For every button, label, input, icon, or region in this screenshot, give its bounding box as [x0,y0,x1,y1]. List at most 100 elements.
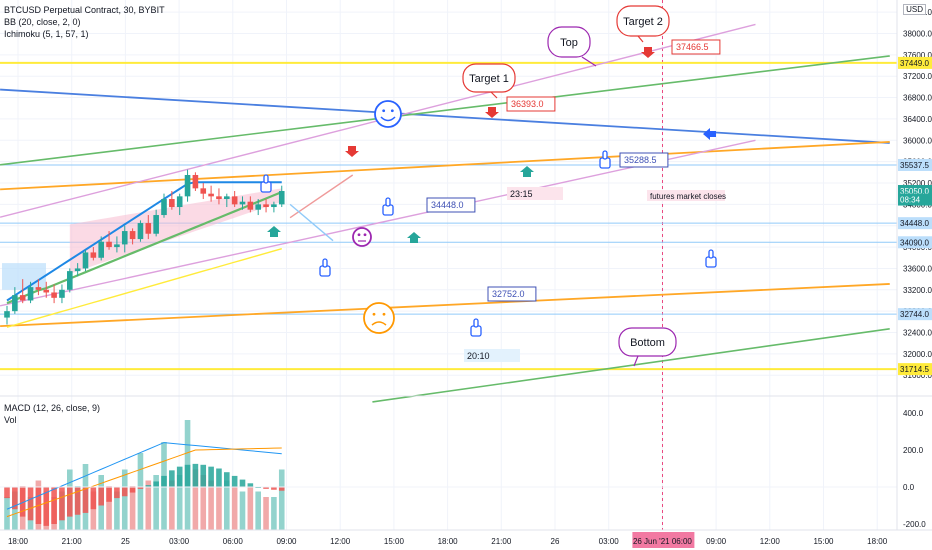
violet-lower-channel [0,139,756,307]
callout-top: Top [547,26,597,67]
hand-finger [473,318,479,328]
callout-tip [581,56,597,67]
note-32752: 32752.0 [487,286,537,302]
volume-bar [137,453,144,530]
time-tick: 15:00 [813,537,834,546]
volume-bar [106,486,112,530]
bb-legend[interactable]: BB (20, close, 2, 0) [4,17,81,27]
macd-hist-bar [271,487,277,490]
candle-body [247,201,254,210]
volume-bar [192,469,199,530]
macd-hist-bar [137,487,144,489]
volume-bar [129,486,136,530]
note-box [506,96,556,112]
green-lower-trendline [372,327,890,403]
down-arrow-icon [485,107,499,118]
candle-body [98,241,104,258]
macd-legend[interactable]: MACD (12, 26, close, 9) [4,403,101,413]
down-arrow-icon [345,146,359,157]
orange-lower-trendline [0,283,890,328]
time-tick: 25 [121,537,130,546]
up-arrow-icon [267,226,281,237]
time-tick: 03:00 [599,537,620,546]
note-box [619,152,669,168]
macd-hist-bar [12,487,18,510]
callout-target-1: Target 1 [462,63,516,99]
orange-upper-trendline [0,140,890,191]
symbol-title[interactable]: BTCUSD Perpetual Contract, 30, BYBIT [4,5,165,15]
annotations-layer[interactable]: Top Target 2 Target 1 Bottom 37466.5 36393.0 3… [260,5,726,367]
candle-body [59,289,65,298]
callout-label: Bottom [630,337,665,349]
macd-hist-bar [153,481,159,487]
hand-icon [260,174,272,193]
note-35288: 35288.5 [619,152,669,168]
candle-body [271,204,277,208]
note-36393: 36393.0 [506,96,556,112]
candle-body [184,174,191,197]
note-box [487,286,537,302]
crosshair-date-label: 26 Jun '21 06:00 [633,537,692,546]
callout-tip [490,91,498,99]
axes-layer: 38400.038000.037600.037200.036800.036400… [8,8,932,548]
macd-tick: 400.0 [903,409,924,418]
volume-bar [114,491,120,530]
macd-hist-bar [82,487,89,513]
price-tick: 33600.0 [903,264,932,273]
time-tick: 26 [551,537,560,546]
macd-hist-bar [27,487,34,521]
time-tick: 12:00 [330,537,351,546]
vol-legend[interactable]: Vol [4,415,17,425]
time-note-2315-bg [507,187,563,200]
note-label: 32752.0 [492,289,525,299]
macd-hist-bar [59,487,65,521]
candle-body [43,289,50,293]
up-arrow-icon [520,166,534,177]
drawing-layer[interactable] [0,0,897,530]
macd-hist-bar [19,487,26,517]
candle-body [224,196,230,200]
blue-zone [2,263,46,290]
callout-box [616,5,670,37]
volume-bar [121,469,128,530]
price-label-text: 32744.0 [900,310,929,319]
macd-tick: -200.0 [903,520,926,529]
sad-face-icon [363,302,395,334]
time-tick: 18:00 [867,537,888,546]
volume-bar [255,491,261,530]
macd-hist-bar [74,487,81,515]
price-tick: 36400.0 [903,115,932,124]
volume-bar [247,486,254,530]
macd-hist-bar [224,472,230,487]
price-label-box [898,193,932,206]
green-upper-trendline [0,55,890,166]
hand-finger [263,174,269,184]
candle-body [19,295,26,301]
macd-hist-bar [231,475,238,487]
candle-body [169,199,175,208]
time-tick: 09:00 [276,537,297,546]
time-tick: 12:00 [760,537,781,546]
callout-tip [633,355,639,367]
candle-body [27,287,34,301]
currency-badge[interactable]: USD [903,4,926,15]
candle-body [200,188,207,194]
futures-note-bg [647,190,725,201]
price-label-text: 34448.0 [900,219,929,228]
macd-hist-bar [169,470,175,487]
callout-label: Target 2 [623,16,663,28]
sad-mouth [371,321,387,326]
macd-hist-bar [51,487,57,524]
hand-finger [322,258,328,268]
macd-hist-bar [145,485,152,487]
ichimoku-span [6,248,282,328]
smile-face-icon-eye [390,109,394,113]
callout-box [462,63,516,93]
candle-body [176,196,183,208]
candle-body [263,204,269,208]
ichimoku-legend[interactable]: Ichimoku (5, 1, 57, 1) [4,29,89,39]
blue-trendline [0,88,890,144]
time-note-2315: 23:15 [510,189,533,199]
candle-body [114,244,120,248]
